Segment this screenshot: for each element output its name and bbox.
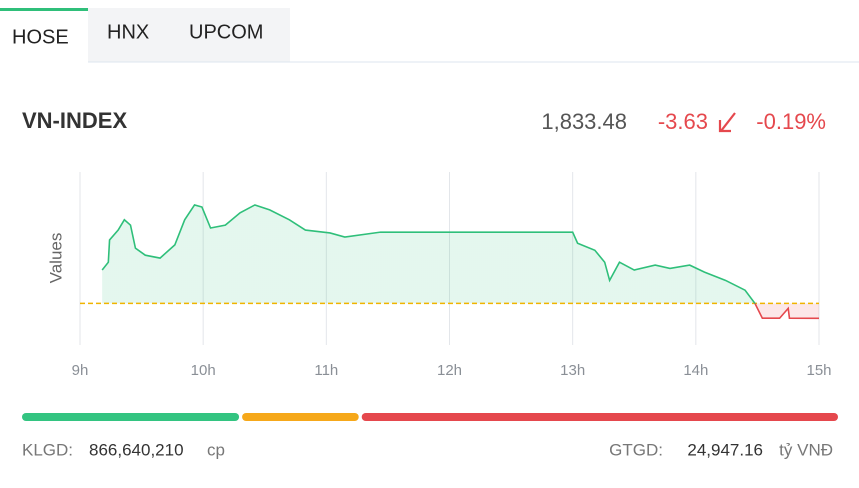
value-label: GTGD: (609, 440, 663, 459)
breadth-segment (242, 413, 359, 421)
chart: 9h 10h 11h 12h 13h 14h 15h (72, 172, 832, 379)
y-axis-label: Values (46, 233, 65, 284)
index-value: 1,833.48 (541, 109, 627, 134)
x-tick-label: 14h (683, 362, 708, 379)
x-tick-label: 9h (72, 362, 89, 379)
area (102, 204, 820, 319)
x-tick-label: 15h (806, 362, 831, 379)
x-tick-label: 12h (437, 362, 462, 379)
index-change-percent: -0.19% (756, 109, 826, 134)
down-arrow-icon (718, 112, 736, 133)
active-tab (0, 8, 88, 66)
breadth-segment (22, 413, 240, 421)
value-unit: tỷ VNĐ (779, 440, 833, 459)
breadth-segment (361, 413, 838, 421)
active-tab-indicator (0, 8, 88, 11)
volume: 866,640,210 (89, 440, 184, 459)
tab[interactable]: UPCOM (189, 21, 263, 43)
index-change: -3.63 (658, 109, 708, 134)
breadth-bar (22, 413, 838, 421)
x-tick-label: 10h (191, 362, 216, 379)
tab[interactable]: HOSE (12, 26, 69, 48)
x-tick-label: 13h (560, 362, 585, 379)
price-line (101, 204, 820, 320)
volume-label: KLGD: (22, 440, 73, 459)
x-tick-label: 11h (314, 362, 338, 379)
volume-unit: cp (207, 440, 225, 459)
tab-bar (88, 8, 290, 62)
tab[interactable]: HNX (107, 21, 149, 43)
index-name: VN-INDEX (22, 108, 127, 133)
trade-value: 24,947.16 (687, 440, 763, 459)
